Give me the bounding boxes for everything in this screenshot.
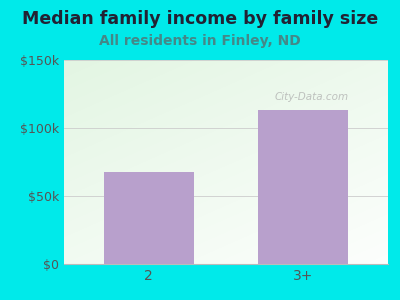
- Text: Median family income by family size: Median family income by family size: [22, 11, 378, 28]
- Text: City-Data.com: City-Data.com: [275, 92, 349, 102]
- Text: All residents in Finley, ND: All residents in Finley, ND: [99, 34, 301, 49]
- Bar: [258, 110, 348, 264]
- Bar: [104, 172, 194, 264]
